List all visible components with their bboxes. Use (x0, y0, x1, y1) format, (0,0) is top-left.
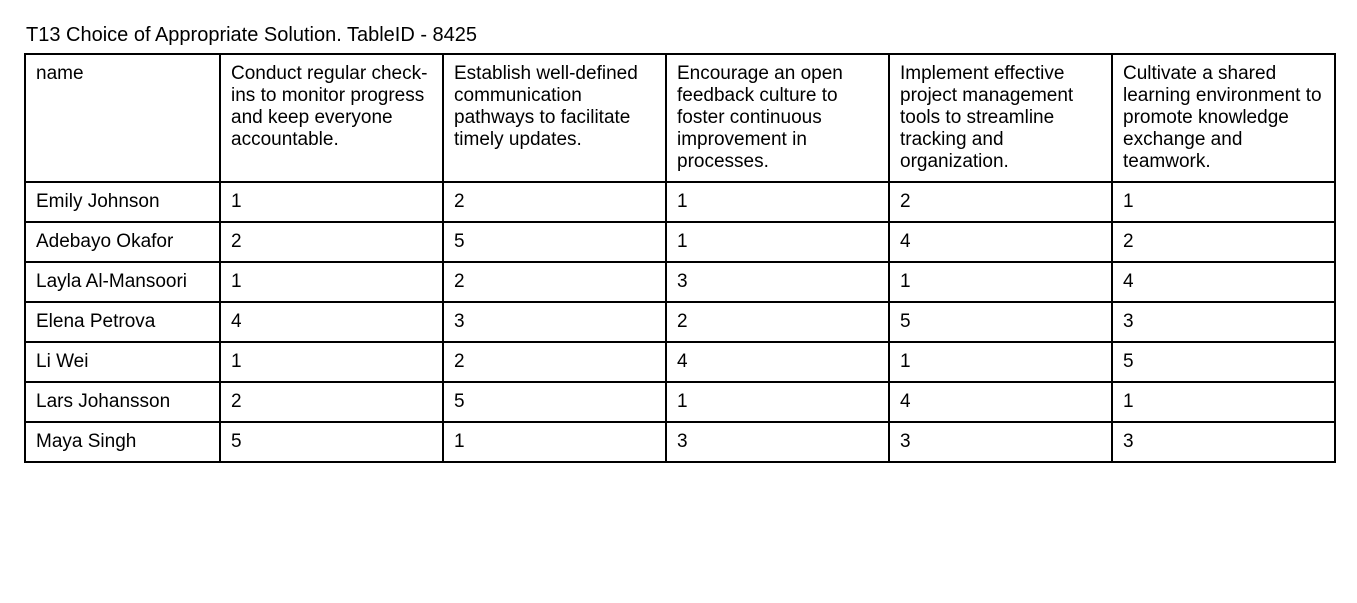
cell-value: 3 (666, 422, 889, 462)
cell-value: 1 (889, 262, 1112, 302)
cell-value: 1 (443, 422, 666, 462)
column-header: Encourage an open feedback culture to fo… (666, 54, 889, 182)
table-title: T13 Choice of Appropriate Solution. Tabl… (26, 24, 1333, 47)
table-row: Emily Johnson 1 2 1 2 1 (25, 182, 1335, 222)
cell-value: 1 (666, 222, 889, 262)
cell-value: 4 (220, 302, 443, 342)
cell-value: 1 (666, 382, 889, 422)
table-row: Elena Petrova 4 3 2 5 3 (25, 302, 1335, 342)
cell-value: 3 (889, 422, 1112, 462)
cell-name: Emily Johnson (25, 182, 220, 222)
table-row: Maya Singh 5 1 3 3 3 (25, 422, 1335, 462)
cell-value: 2 (889, 182, 1112, 222)
cell-value: 5 (1112, 342, 1335, 382)
column-header: Implement effective project management t… (889, 54, 1112, 182)
cell-value: 1 (1112, 382, 1335, 422)
cell-value: 2 (443, 262, 666, 302)
cell-value: 2 (1112, 222, 1335, 262)
cell-name: Li Wei (25, 342, 220, 382)
cell-value: 4 (889, 382, 1112, 422)
table-header-row: name Conduct regular check-ins to monito… (25, 54, 1335, 182)
cell-value: 1 (220, 182, 443, 222)
cell-name: Maya Singh (25, 422, 220, 462)
cell-value: 3 (1112, 422, 1335, 462)
cell-value: 2 (443, 182, 666, 222)
cell-value: 2 (443, 342, 666, 382)
cell-value: 1 (889, 342, 1112, 382)
cell-value: 1 (666, 182, 889, 222)
table-row: Adebayo Okafor 2 5 1 4 2 (25, 222, 1335, 262)
cell-value: 3 (666, 262, 889, 302)
column-header: Conduct regular check-ins to monitor pro… (220, 54, 443, 182)
cell-value: 5 (443, 222, 666, 262)
cell-value: 4 (889, 222, 1112, 262)
cell-value: 2 (220, 222, 443, 262)
cell-name: Layla Al-Mansoori (25, 262, 220, 302)
cell-value: 5 (889, 302, 1112, 342)
table-row: Layla Al-Mansoori 1 2 3 1 4 (25, 262, 1335, 302)
cell-value: 5 (220, 422, 443, 462)
cell-value: 3 (1112, 302, 1335, 342)
cell-value: 1 (1112, 182, 1335, 222)
column-header: name (25, 54, 220, 182)
cell-name: Adebayo Okafor (25, 222, 220, 262)
table-row: Lars Johansson 2 5 1 4 1 (25, 382, 1335, 422)
cell-value: 1 (220, 262, 443, 302)
cell-value: 2 (220, 382, 443, 422)
cell-name: Elena Petrova (25, 302, 220, 342)
table-row: Li Wei 1 2 4 1 5 (25, 342, 1335, 382)
data-table: name Conduct regular check-ins to monito… (24, 53, 1336, 463)
column-header: Cultivate a shared learning environment … (1112, 54, 1335, 182)
cell-value: 1 (220, 342, 443, 382)
cell-value: 5 (443, 382, 666, 422)
cell-value: 3 (443, 302, 666, 342)
column-header: Establish well-defined communication pat… (443, 54, 666, 182)
cell-name: Lars Johansson (25, 382, 220, 422)
cell-value: 4 (1112, 262, 1335, 302)
cell-value: 2 (666, 302, 889, 342)
cell-value: 4 (666, 342, 889, 382)
